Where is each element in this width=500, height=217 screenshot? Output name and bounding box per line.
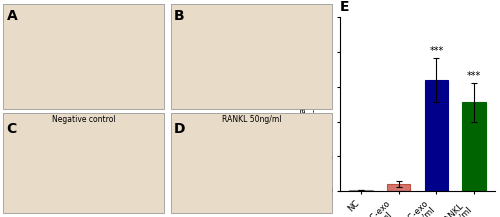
- FancyBboxPatch shape: [4, 113, 164, 213]
- Bar: [462, 102, 486, 191]
- FancyBboxPatch shape: [171, 113, 332, 213]
- Text: RANKL 50ng/ml: RANKL 50ng/ml: [222, 115, 281, 124]
- Text: C: C: [6, 122, 17, 136]
- Text: B: B: [174, 9, 185, 23]
- Bar: [349, 190, 372, 191]
- Bar: [387, 184, 410, 191]
- Text: E: E: [340, 0, 349, 14]
- Text: ***: ***: [430, 46, 444, 56]
- Text: D: D: [174, 122, 186, 136]
- Text: ***: ***: [467, 71, 481, 81]
- Bar: [424, 80, 448, 191]
- Text: A: A: [6, 9, 18, 23]
- FancyBboxPatch shape: [4, 4, 164, 108]
- Y-axis label: Osteoclast number
per high-power field: Osteoclast number per high-power field: [299, 58, 319, 150]
- Text: Negative control: Negative control: [52, 115, 116, 124]
- FancyBboxPatch shape: [171, 4, 332, 108]
